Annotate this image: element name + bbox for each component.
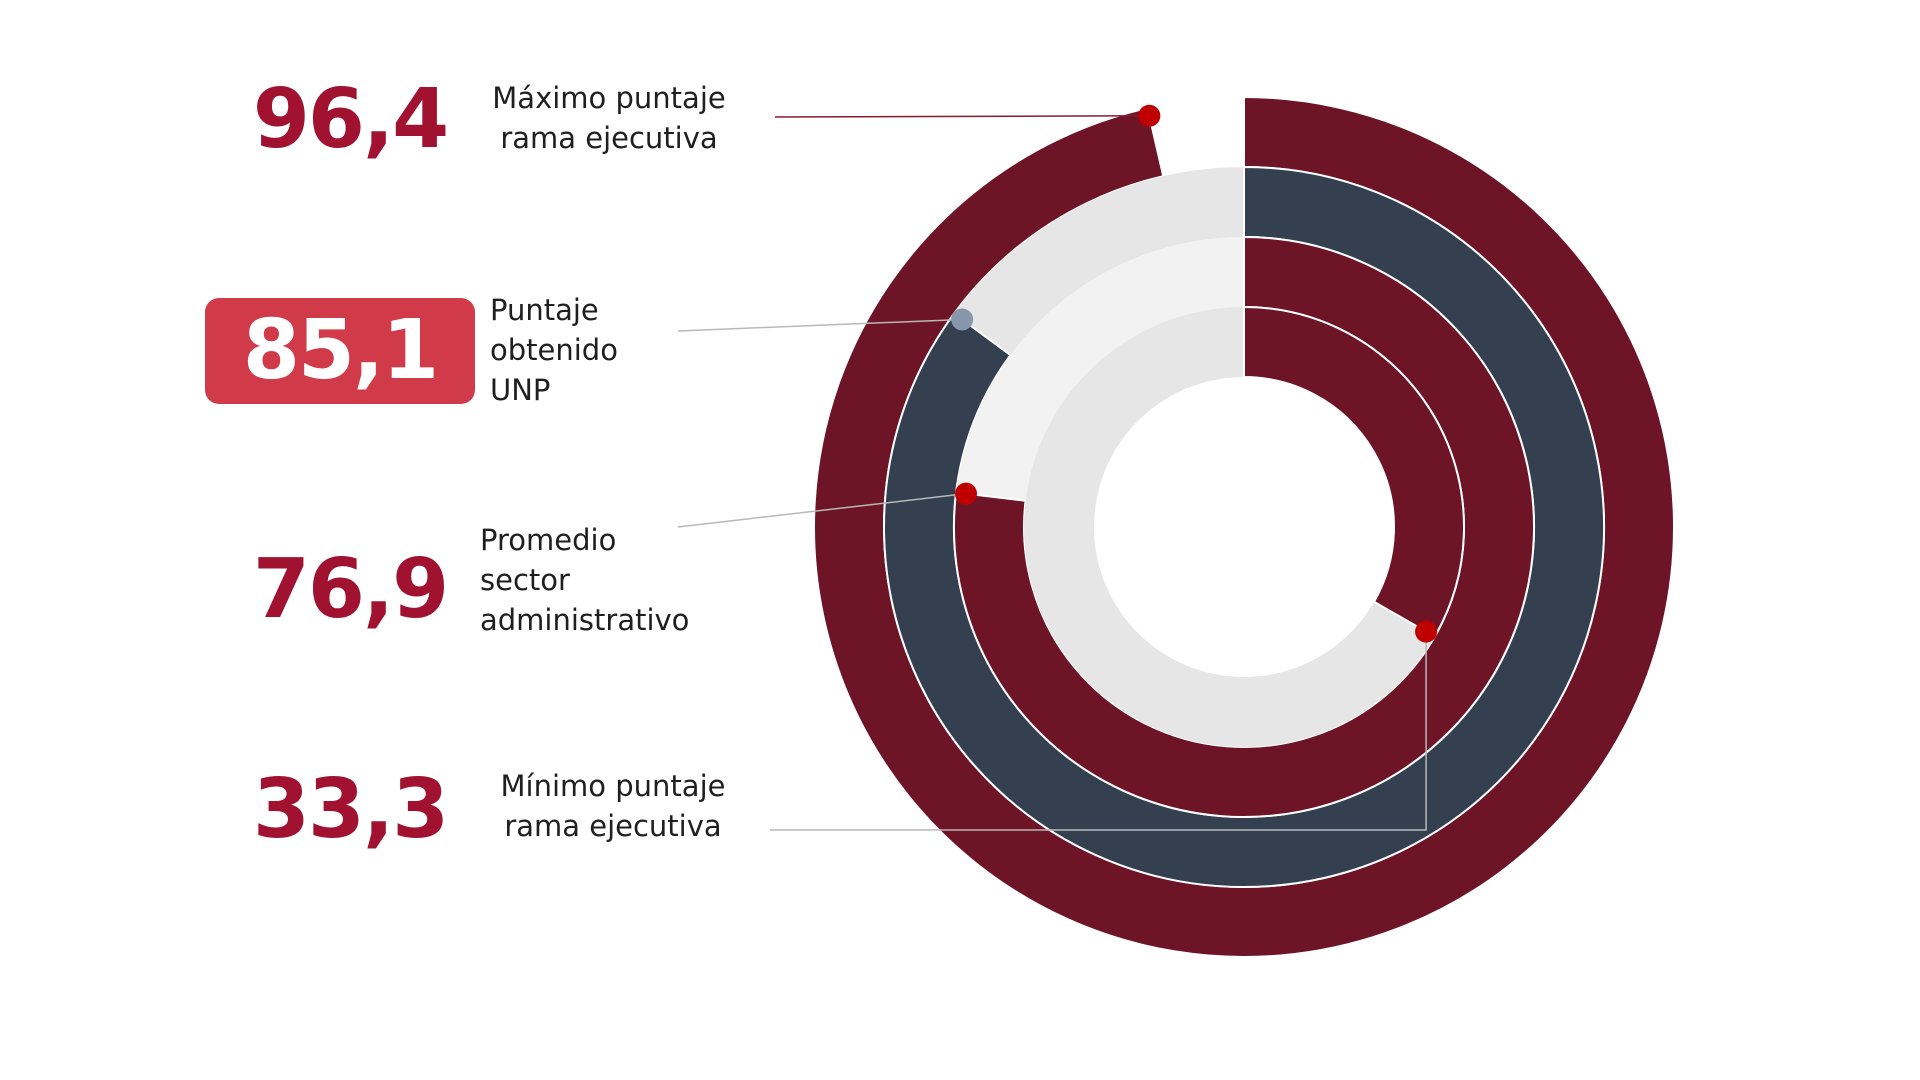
leader-line-4 bbox=[770, 631, 1427, 831]
value-marker-3 bbox=[954, 482, 977, 505]
label-unp-score-line-3: UNP bbox=[490, 373, 551, 407]
label-max-score-line-2: rama ejecutiva bbox=[500, 121, 718, 155]
label-sector-average-line-2: sector bbox=[480, 563, 570, 597]
value-max-score: 96,4 bbox=[252, 72, 449, 167]
label-unp-score-line-1: Puntaje bbox=[490, 293, 599, 327]
label-unp-score: Puntaje obtenido UNP bbox=[490, 290, 690, 410]
leader-line-3 bbox=[677, 492, 967, 528]
leader-line-2 bbox=[677, 318, 963, 332]
label-sector-average: Promedio sector administrativo bbox=[480, 520, 740, 640]
label-min-score-line-1: Mínimo puntaje bbox=[500, 769, 726, 803]
value-min-score: 33,3 bbox=[252, 762, 449, 857]
value-marker-4 bbox=[1415, 620, 1438, 643]
label-sector-average-line-1: Promedio bbox=[480, 523, 617, 557]
ring-bar-4 bbox=[1243, 305, 1465, 638]
label-min-score: Mínimo puntaje rama ejecutiva bbox=[488, 766, 738, 846]
value-unp-score: 85,1 bbox=[205, 298, 475, 404]
value-marker-2 bbox=[951, 308, 974, 331]
label-max-score: Máximo puntaje rama ejecutiva bbox=[484, 78, 734, 158]
value-marker-1 bbox=[1138, 104, 1161, 127]
leader-line-1 bbox=[774, 115, 1150, 118]
value-sector-average: 76,9 bbox=[252, 542, 449, 637]
label-min-score-line-2: rama ejecutiva bbox=[504, 809, 722, 843]
label-max-score-line-1: Máximo puntaje bbox=[492, 81, 726, 115]
label-unp-score-line-2: obtenido bbox=[490, 333, 618, 367]
label-sector-average-line-3: administrativo bbox=[480, 603, 690, 637]
